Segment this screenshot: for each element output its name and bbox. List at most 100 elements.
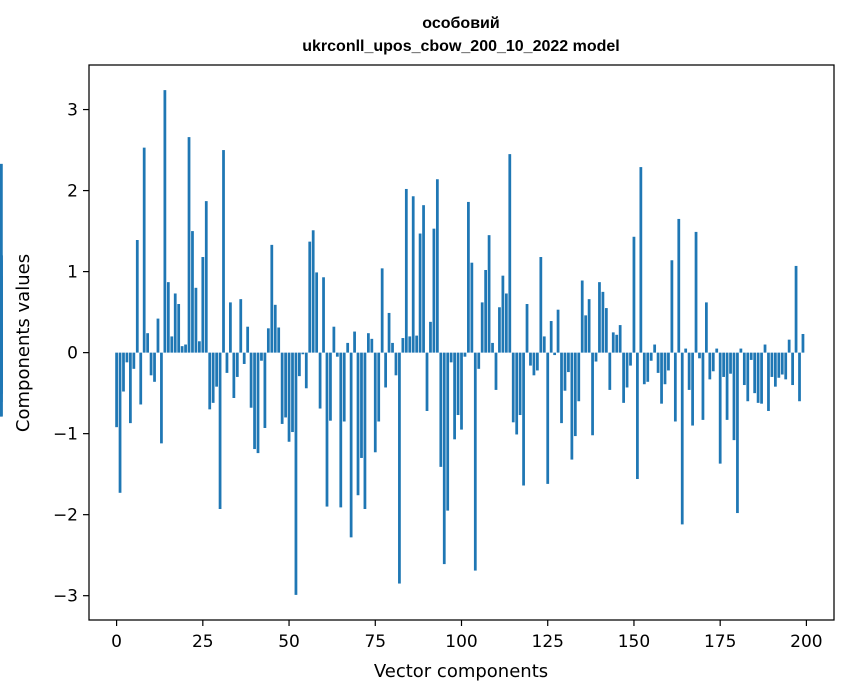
- bar: [546, 352, 550, 484]
- bar: [170, 336, 174, 353]
- bar: [729, 352, 732, 374]
- bar: [315, 272, 319, 353]
- bar: [632, 236, 636, 353]
- bar: [660, 352, 663, 404]
- plot-area-frame: [88, 64, 835, 621]
- bar: [473, 352, 477, 571]
- bar: [273, 304, 277, 353]
- bar: [435, 179, 439, 353]
- bar: [294, 352, 298, 595]
- bar: [725, 352, 729, 420]
- bar: [460, 352, 463, 430]
- bar: [629, 352, 632, 366]
- bar: [218, 352, 222, 509]
- bar: [611, 332, 615, 353]
- bar: [184, 344, 187, 353]
- bar: [701, 352, 705, 420]
- bar: [608, 352, 612, 390]
- bar: [373, 352, 377, 453]
- bar: [263, 352, 267, 428]
- bar: [146, 333, 150, 353]
- bar: [694, 231, 698, 353]
- bar: [325, 352, 329, 507]
- bar: [504, 293, 508, 353]
- bar: [484, 269, 488, 353]
- bar: [391, 342, 394, 353]
- bar: [705, 302, 708, 353]
- bar: [142, 147, 146, 353]
- bar: [480, 302, 484, 353]
- bar: [0, 255, 3, 353]
- bar: [129, 352, 132, 424]
- bar: [587, 299, 591, 353]
- bar: [684, 348, 688, 353]
- bar: [363, 352, 367, 509]
- bar: [570, 352, 574, 460]
- bar: [194, 287, 198, 353]
- bar: [711, 352, 715, 372]
- bar: [773, 352, 777, 387]
- bar: [335, 352, 339, 357]
- bar: [235, 352, 239, 377]
- bar: [708, 352, 712, 380]
- bar: [284, 352, 287, 418]
- bar: [446, 352, 450, 511]
- x-axis-ticks: 0 25 50 75 100 125 150 175 200: [111, 620, 823, 652]
- bar: [367, 333, 370, 353]
- bar: [649, 352, 653, 361]
- bar: [636, 352, 639, 480]
- bar: [549, 321, 553, 353]
- bar: [715, 348, 719, 353]
- bar: [670, 260, 674, 353]
- bar: [601, 291, 605, 353]
- bar: [322, 277, 325, 353]
- bar: [639, 167, 643, 353]
- bar: [301, 352, 305, 355]
- bar: [232, 352, 236, 398]
- y-tick-label: −3: [53, 587, 78, 607]
- bar: [642, 352, 646, 385]
- bar: [215, 352, 218, 387]
- bar: [270, 244, 274, 353]
- bar: [318, 352, 322, 409]
- bar: [518, 352, 522, 416]
- bar: [242, 352, 246, 364]
- bar: [798, 352, 801, 402]
- bar: [577, 352, 581, 402]
- bar: [377, 352, 381, 422]
- bar: [339, 352, 343, 508]
- bars-group: [0, 90, 805, 595]
- bar: [308, 241, 312, 353]
- bar: [166, 282, 170, 353]
- bar: [380, 268, 384, 353]
- bar: [204, 201, 208, 353]
- bar: [698, 352, 701, 359]
- bar: [208, 352, 212, 410]
- bar: [153, 352, 156, 382]
- bar: [477, 352, 481, 369]
- bar: [432, 228, 436, 353]
- bar: [746, 352, 750, 402]
- bar: [225, 352, 229, 373]
- y-axis-label: Components values: [13, 254, 34, 432]
- bar: [442, 352, 446, 565]
- bar: [163, 90, 167, 353]
- y-tick-label: −2: [53, 506, 78, 526]
- bar: [398, 352, 401, 584]
- bar: [229, 302, 232, 353]
- bar: [260, 352, 263, 361]
- bar: [739, 348, 743, 353]
- bar: [411, 196, 415, 353]
- x-tick-label: 50: [278, 632, 300, 652]
- bar: [722, 352, 726, 377]
- y-tick-label: −1: [53, 425, 78, 445]
- bar: [787, 339, 791, 353]
- bar: [691, 352, 694, 426]
- bar: [266, 328, 270, 353]
- chart-title: особовий: [422, 15, 499, 32]
- bar: [515, 352, 519, 435]
- bar: [594, 352, 598, 362]
- bar: [287, 352, 291, 442]
- bar: [304, 352, 308, 389]
